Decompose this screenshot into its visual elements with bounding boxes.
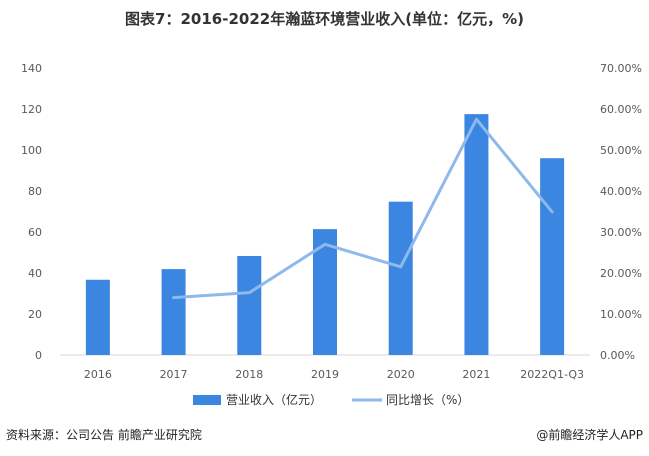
x-tick-label: 2022Q1-Q3 (520, 368, 584, 381)
left-tick-label: 120 (21, 103, 42, 116)
right-tick-label: 60.00% (600, 103, 642, 116)
left-tick-label: 60 (28, 226, 42, 239)
line-series (172, 117, 554, 300)
x-tick-label: 2017 (160, 368, 188, 381)
legend: 营业收入（亿元） 同比增长（%） (193, 392, 469, 407)
bar (464, 114, 489, 355)
x-tick-label: 2020 (387, 368, 415, 381)
right-axis: 0.00% 10.00% 20.00% 30.00% 40.00% 50.00% 60.00… (600, 62, 642, 362)
legend-bar-swatch (193, 395, 221, 405)
legend-bar-label: 营业收入（亿元） (226, 392, 322, 407)
right-tick-label: 20.00% (600, 267, 642, 280)
left-tick-label: 0 (35, 349, 42, 362)
source-note: 资料来源：公司公告 前瞻产业研究院 (6, 428, 202, 442)
bar (161, 269, 186, 355)
x-tick-label: 2021 (462, 368, 490, 381)
bar (85, 279, 110, 355)
right-tick-label: 30.00% (600, 226, 642, 239)
growth-line (172, 117, 554, 300)
left-tick-label: 140 (21, 62, 42, 75)
x-axis-labels: 2016 2017 2018 2019 2020 2021 2022Q1-Q3 (84, 368, 584, 381)
right-tick-label: 70.00% (600, 62, 642, 75)
x-tick-label: 2016 (84, 368, 112, 381)
brand-note: @前瞻经济学人APP (536, 428, 643, 442)
right-tick-label: 40.00% (600, 185, 642, 198)
left-axis: 0 20 40 60 80 100 120 140 (21, 62, 42, 362)
bar-series (85, 114, 565, 355)
right-tick-label: 0.00% (600, 349, 635, 362)
legend-line-label: 同比增长（%） (386, 393, 469, 407)
bar (388, 201, 413, 355)
x-tick-label: 2019 (311, 368, 339, 381)
left-tick-label: 100 (21, 144, 42, 157)
bar (540, 158, 565, 355)
left-tick-label: 40 (28, 267, 42, 280)
right-tick-label: 50.00% (600, 144, 642, 157)
bar (237, 255, 262, 355)
chart-title: 图表7：2016-2022年瀚蓝环境营业收入(单位：亿元，%) (125, 10, 524, 28)
x-tick-label: 2018 (235, 368, 263, 381)
left-tick-label: 20 (28, 308, 42, 321)
right-tick-label: 10.00% (600, 308, 642, 321)
left-tick-label: 80 (28, 185, 42, 198)
